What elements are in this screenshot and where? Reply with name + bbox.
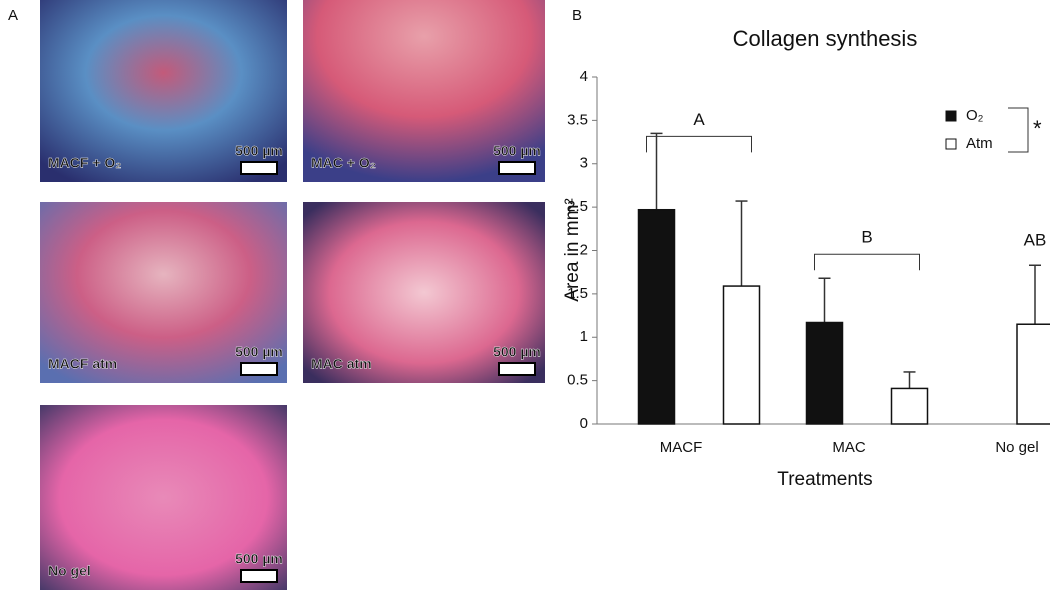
panel-label: B xyxy=(572,7,582,24)
micrograph xyxy=(303,202,545,383)
scale-bar xyxy=(498,161,536,175)
y-tick-label: 4 xyxy=(580,68,588,85)
bracket xyxy=(646,135,752,153)
y-tick-label: 1.5 xyxy=(567,285,588,302)
x-tick-label: MAC xyxy=(832,439,866,456)
bracket xyxy=(814,253,920,271)
micrograph xyxy=(40,0,287,182)
legend-label: Atm xyxy=(966,135,993,152)
scale-label: 500 µm xyxy=(235,344,283,360)
bar xyxy=(1016,323,1050,425)
x-tick-label: MACF xyxy=(660,439,703,456)
group-label: A xyxy=(693,110,705,129)
group-label: AB xyxy=(1024,231,1047,250)
scale-label: 500 µm xyxy=(493,143,541,159)
scale-bar xyxy=(498,362,536,376)
micrographs: MACF + O₂ 500 µm MAC + O₂ 500 µm MACF atm 500… xyxy=(40,0,545,590)
micrograph-label: No gel xyxy=(48,563,91,579)
bar xyxy=(722,285,761,425)
scale-bar xyxy=(240,569,278,583)
scale-bar xyxy=(240,161,278,175)
y-axis-title: Area in mm² xyxy=(562,198,583,301)
scale-bar xyxy=(240,362,278,376)
micrograph-label: MACF atm xyxy=(48,356,117,372)
legend-swatch xyxy=(945,110,957,122)
y-tick-label: 1 xyxy=(580,328,588,345)
chart: Collagen synthesis Treatments Area in mm… xyxy=(562,26,1050,490)
chart-title: Collagen synthesis xyxy=(733,26,918,51)
micrograph xyxy=(40,405,287,590)
y-tick-label: 3.5 xyxy=(567,111,588,128)
x-tick-label: No gel xyxy=(995,439,1038,456)
significance: * xyxy=(1033,116,1042,141)
y-tick-label: 0.5 xyxy=(567,372,588,389)
legend-swatch xyxy=(945,138,957,150)
micrograph xyxy=(303,0,545,182)
x-axis-title: Treatments xyxy=(777,469,872,490)
legend-bracket xyxy=(1008,107,1029,153)
scale-label: 500 µm xyxy=(235,551,283,567)
panel-label: A xyxy=(8,7,18,24)
y-tick-label: 3 xyxy=(580,155,588,172)
micrograph-label: MACF + O₂ xyxy=(48,155,122,171)
bar xyxy=(805,321,844,425)
micrograph xyxy=(40,202,287,383)
micrograph-label: MAC atm xyxy=(311,356,372,372)
y-tick-label: 2 xyxy=(580,241,588,258)
scale-label: 500 µm xyxy=(235,143,283,159)
group-label: B xyxy=(861,228,872,247)
bar xyxy=(890,387,929,425)
micrograph-label: MAC + O₂ xyxy=(311,155,376,171)
legend-label: O₂ xyxy=(966,107,984,124)
bar xyxy=(637,208,676,425)
scale-label: 500 µm xyxy=(493,344,541,360)
y-tick-label: 2.5 xyxy=(567,198,588,215)
y-tick-label: 0 xyxy=(580,415,588,432)
